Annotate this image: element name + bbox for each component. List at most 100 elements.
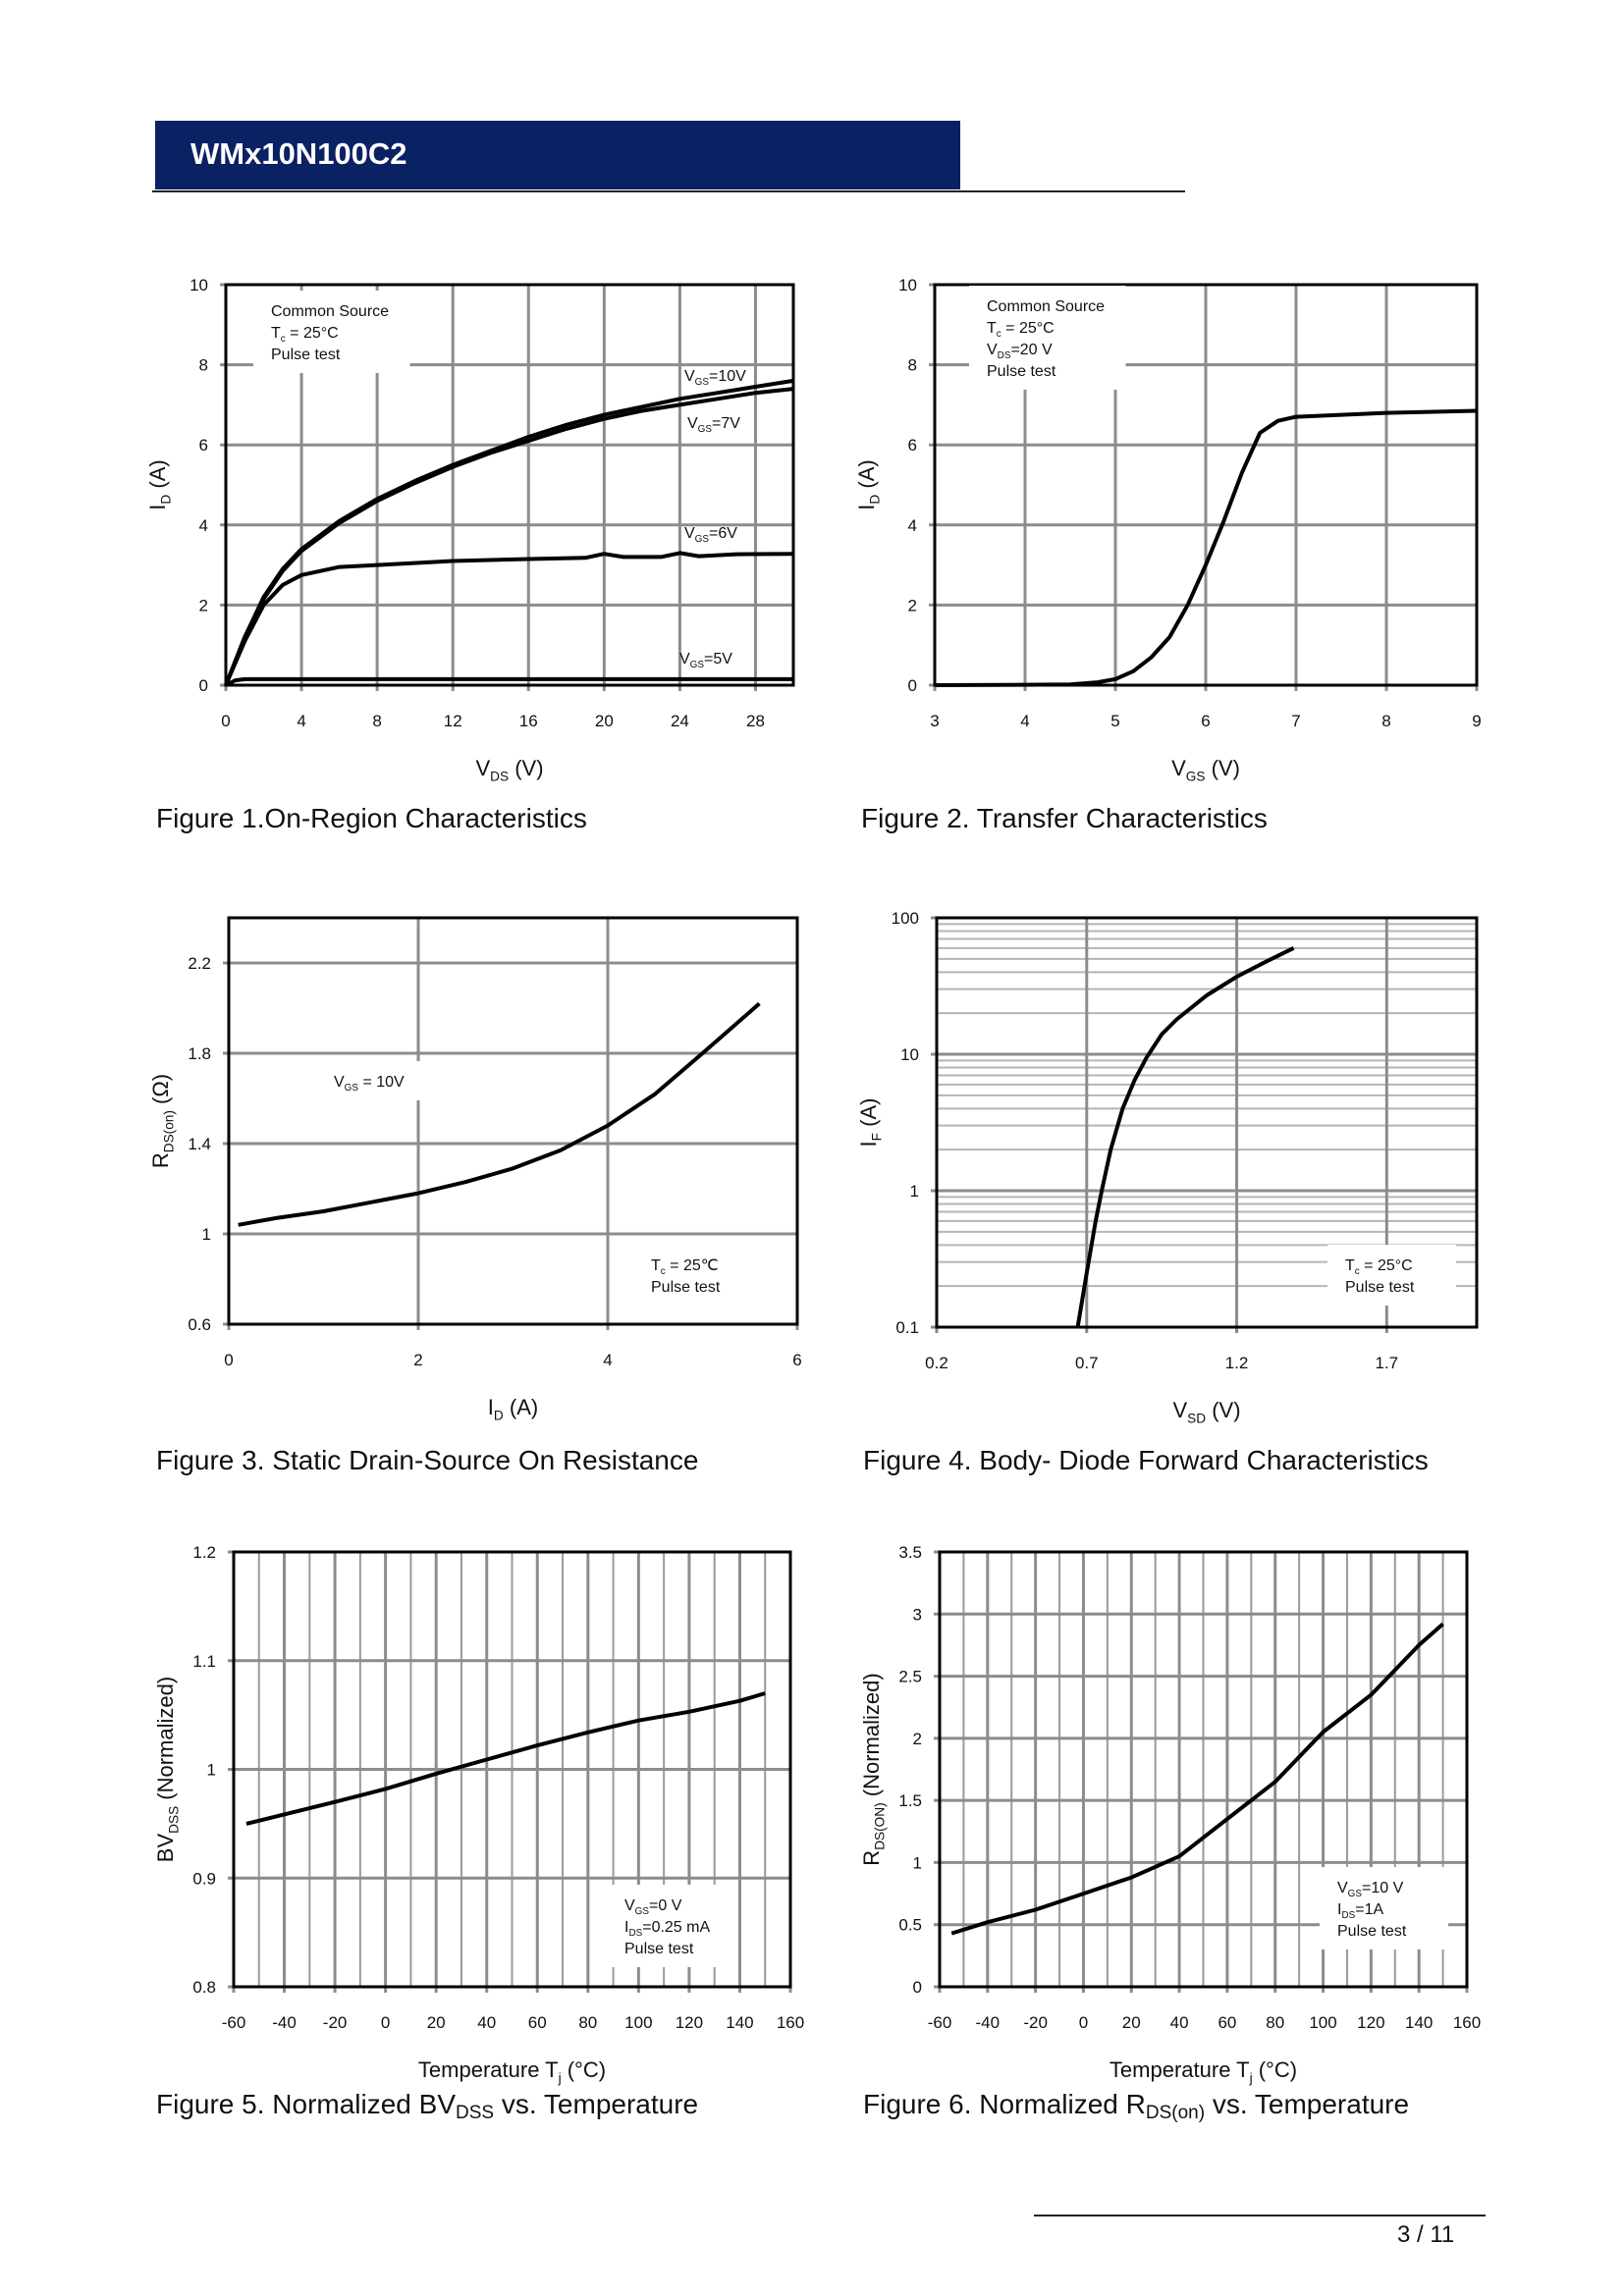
caption-text: Figure 5. Normalized BV [156, 2089, 457, 2119]
annotation-text: Common Source [271, 303, 389, 320]
y-tick-label: 0.8 [192, 1978, 216, 1997]
y-tick-label: 2.5 [898, 1668, 922, 1686]
y-tick-label: 1 [202, 1225, 211, 1244]
series-label: VGS​=10V [684, 368, 746, 388]
annotation-text: Pulse test [271, 347, 341, 363]
x-axis-label: ID​ (A) [488, 1395, 538, 1423]
y-tick-label: 10 [898, 276, 917, 294]
y-tick-label: 0.5 [898, 1916, 922, 1935]
y-axis-label: BVDSS​ (Normalized) [153, 1677, 182, 1862]
header-title: WMx10N100C2 [190, 136, 407, 171]
x-tick-label: 12 [444, 712, 462, 730]
caption-text: DS(on) [1145, 2103, 1206, 2123]
x-tick-label: 20 [427, 2013, 446, 2032]
y-tick-label: 100 [892, 909, 919, 928]
series-line [224, 387, 794, 686]
x-tick-label: 20 [1122, 2013, 1141, 2032]
caption-text: DSS [456, 2103, 495, 2123]
y-tick-label: 6 [908, 436, 917, 454]
annotation-background [1320, 1867, 1448, 1949]
y-tick-label: 1.4 [188, 1135, 211, 1153]
plot-frame [938, 1550, 1469, 1989]
plot-frame [227, 916, 799, 1326]
caption-figure-3: Figure 3. Static Drain-Source On Resista… [156, 1445, 698, 1476]
x-tick-label: 60 [528, 2013, 547, 2032]
page-number: 3 / 11 [1397, 2221, 1455, 2248]
annotation-text: IDS​=0.25 mA [624, 1919, 710, 1939]
plot-frame [232, 1550, 792, 1989]
x-tick-label: 0 [221, 712, 230, 730]
x-tick-label: -60 [928, 2013, 952, 2032]
y-tick-label: 2.2 [188, 954, 211, 973]
y-tick-label: 0 [913, 1978, 922, 1997]
annotation-background [633, 1245, 762, 1306]
annotation-text: Tc​ = 25℃ [651, 1257, 719, 1277]
x-tick-label: 100 [624, 2013, 652, 2032]
x-tick-label: -60 [222, 2013, 246, 2032]
y-tick-label: 6 [199, 436, 208, 454]
annotation-text: Pulse test [651, 1279, 721, 1296]
x-tick-label: -40 [272, 2013, 297, 2032]
header-bar: WMx10N100C2 [155, 121, 960, 189]
x-tick-label: 0.7 [1075, 1354, 1099, 1372]
x-tick-label: 2 [413, 1351, 422, 1369]
series-line [238, 1001, 761, 1227]
x-axis-label: Temperature Tj​ (°C) [1110, 2057, 1297, 2086]
x-tick-label: 20 [595, 712, 614, 730]
caption-text: vs. Temperature [1205, 2089, 1410, 2119]
y-tick-label: 1.2 [192, 1543, 216, 1562]
plot-frame [224, 283, 795, 687]
x-tick-label: 0 [224, 1351, 233, 1369]
x-tick-label: 7 [1291, 712, 1300, 730]
y-tick-label: 0.1 [895, 1318, 919, 1337]
x-tick-label: 8 [1381, 712, 1390, 730]
x-tick-label: 140 [1405, 2013, 1433, 2032]
header-divider [152, 190, 1185, 192]
x-tick-label: 9 [1472, 712, 1481, 730]
x-tick-label: 3 [930, 712, 939, 730]
annotation-text: Pulse test [1337, 1923, 1407, 1940]
y-tick-label: 8 [199, 356, 208, 375]
x-tick-label: -20 [323, 2013, 348, 2032]
x-tick-label: 80 [578, 2013, 597, 2032]
x-tick-label: 60 [1218, 2013, 1236, 2032]
x-tick-label: 40 [477, 2013, 496, 2032]
y-tick-label: 0 [199, 676, 208, 695]
caption-figure-2: Figure 2. Transfer Characteristics [861, 803, 1268, 834]
caption-text: Figure 3. Static Drain-Source On Resista… [156, 1445, 699, 1475]
x-tick-label: 40 [1170, 2013, 1189, 2032]
annotation-text: Common Source [987, 298, 1105, 315]
annotation-text: Tc​ = 25°C [1345, 1257, 1413, 1277]
plot-frame [933, 283, 1479, 687]
y-tick-label: 2 [908, 596, 917, 614]
series-line [224, 551, 794, 686]
x-tick-label: 8 [372, 712, 381, 730]
caption-text: Figure 6. Normalized R [863, 2089, 1146, 2119]
chart-figure-4: 0.2 0.7 1.2 1.7 0.1 1 10 100 VSD​ (V) IF​ (A) Tc​ … [856, 909, 1479, 1426]
x-tick-label: 4 [297, 712, 305, 730]
annotation-text: VGS​=0 V [624, 1897, 682, 1917]
y-tick-label: 4 [908, 516, 917, 535]
annotation-background [607, 1885, 738, 1967]
y-tick-label: 2 [199, 596, 208, 614]
annotation-text: VGS​=10 V [1337, 1880, 1404, 1899]
y-tick-label: 8 [908, 356, 917, 375]
y-axis-label: ID​ (A) [854, 459, 883, 509]
plot-frame [935, 916, 1479, 1329]
annotation-background [969, 286, 1126, 390]
caption-text: Figure 4. Body- Diode Forward Characteri… [863, 1445, 1429, 1475]
y-tick-label: 10 [189, 276, 208, 294]
x-axis-label: Temperature Tj​ (°C) [418, 2057, 606, 2086]
y-tick-label: 1.1 [192, 1652, 216, 1671]
x-tick-label: 160 [1453, 2013, 1481, 2032]
x-tick-label: 1.7 [1376, 1354, 1399, 1372]
annotation-text: IDS​=1A [1337, 1901, 1383, 1921]
y-tick-label: 1.8 [188, 1044, 211, 1063]
annotation-background [1327, 1245, 1456, 1306]
x-tick-label: 0.2 [925, 1354, 948, 1372]
x-tick-label: 6 [1201, 712, 1210, 730]
y-tick-label: 1 [207, 1761, 216, 1780]
y-tick-label: 1.5 [898, 1791, 922, 1810]
